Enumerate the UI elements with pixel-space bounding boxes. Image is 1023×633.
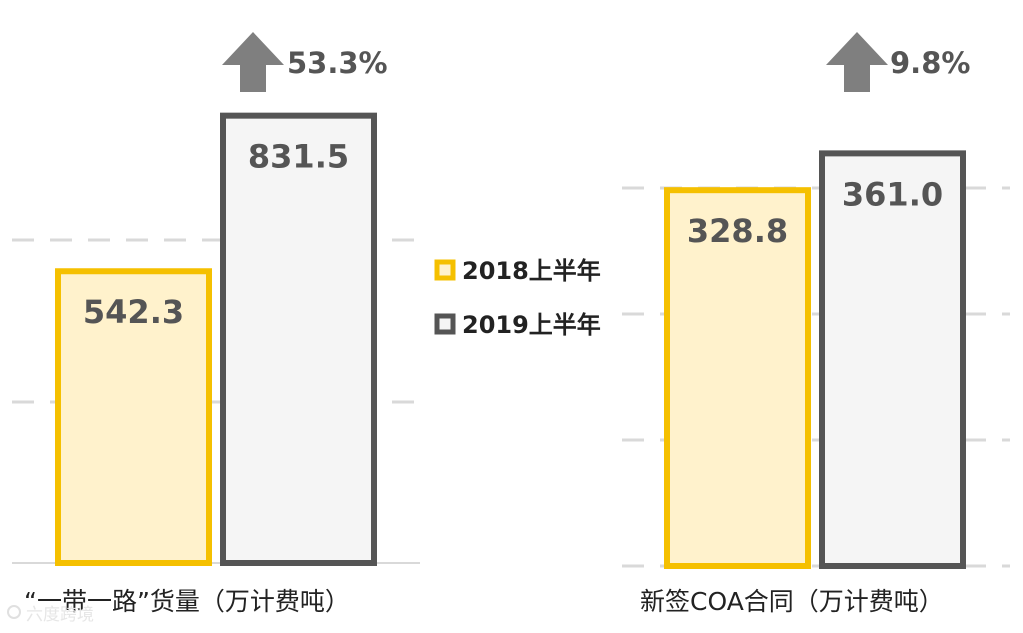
- watermark-logo-icon: [7, 605, 21, 619]
- right-bar-2018: [664, 187, 811, 569]
- left-axis-title: “一带一路”货量（万计费吨）: [24, 587, 350, 616]
- right-bar-2019-value: 361.0: [842, 175, 943, 213]
- left-growth-arrow-icon: [222, 32, 284, 92]
- right-bar-2018-value: 328.8: [687, 212, 788, 250]
- legend-swatch-2019: [434, 313, 456, 335]
- right-growth-arrow-icon: [826, 32, 888, 92]
- watermark-text: 六度跨境: [26, 605, 94, 625]
- legend-swatch-2018: [434, 259, 456, 281]
- right-axis-title: 新签COA合同（万计费吨）: [640, 587, 944, 616]
- right-growth-label: 9.8%: [890, 46, 970, 80]
- legend-label-2019: 2019上半年: [462, 311, 601, 339]
- watermark: 六度跨境: [7, 605, 94, 625]
- chart-right: 328.8 361.0 9.8% 新签COA合同（万计费吨）: [622, 32, 1010, 616]
- left-growth-label: 53.3%: [287, 46, 388, 80]
- left-bar-2019: [220, 112, 377, 566]
- right-bar-2019: [819, 150, 966, 569]
- left-bar-2018-value: 542.3: [83, 293, 184, 331]
- legend: 2018上半年 2019上半年: [434, 257, 601, 339]
- left-bar-2018: [55, 268, 212, 566]
- chart-left: 542.3 831.5 53.3% “一带一路”货量（万计费吨）: [12, 32, 420, 616]
- left-bar-2019-value: 831.5: [248, 138, 349, 176]
- legend-label-2018: 2018上半年: [462, 257, 601, 285]
